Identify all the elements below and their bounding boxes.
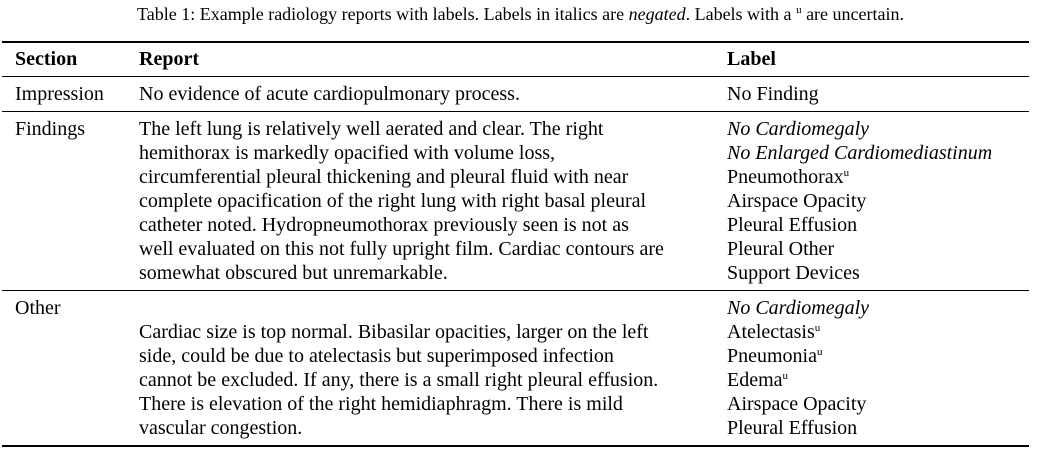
row-impression-report: No evidence of acute cardiopulmonary pro… <box>139 82 520 106</box>
uncertain-marker: u <box>843 167 850 179</box>
header-report: Report <box>139 48 199 70</box>
label-item: Support Devices <box>727 261 992 285</box>
header-section: Section <box>15 48 78 70</box>
row-rule-1 <box>2 111 1029 112</box>
label-text: Pleural Effusion <box>727 214 858 236</box>
label-text: Support Devices <box>727 262 860 284</box>
label-item: No Enlarged Cardiomediastinum <box>727 141 992 165</box>
report-line: Cardiac size is top normal. Bibasilar op… <box>139 321 649 343</box>
caption-middle: . Labels with a <box>685 4 797 24</box>
label-item: Pleural Other <box>727 237 992 261</box>
caption-suffix: are uncertain. <box>801 4 904 24</box>
report-line: No evidence of acute cardiopulmonary pro… <box>139 83 520 105</box>
label-item: Airspace Opacity <box>727 189 992 213</box>
caption-uncertain-marker: u <box>796 4 802 16</box>
label-text: Pneumonia <box>727 345 817 367</box>
report-line: There is elevation of the right hemidiap… <box>139 393 623 415</box>
row-findings-section: Findings <box>15 118 86 140</box>
uncertain-marker: u <box>817 346 823 358</box>
label-item: Pleural Effusion <box>727 213 992 237</box>
row-other-labels: No Cardiomegaly Atelectasisu Pneumoniau Ede… <box>727 296 869 440</box>
uncertain-marker: u <box>814 322 821 334</box>
label-item: No Cardiomegaly <box>727 117 992 141</box>
label-text: No Cardiomegaly <box>727 297 870 319</box>
row-other-report: Cardiac size is top normal. Bibasilar op… <box>139 320 658 440</box>
report-line: complete opacification of the right lung… <box>139 190 647 212</box>
report-line: circumferential pleural thickening and p… <box>139 166 629 188</box>
label-item: Edemau <box>727 368 869 392</box>
label-item: Atelectasisu <box>727 320 869 344</box>
label-item: Pneumothoraxu <box>727 165 992 189</box>
label-text: Airspace Opacity <box>727 393 867 415</box>
top-rule <box>2 41 1029 43</box>
report-line: The left lung is relatively well aerated… <box>139 118 604 140</box>
label-text: Pleural Effusion <box>727 417 858 439</box>
label-item: No Finding <box>727 82 819 106</box>
label-text: No Finding <box>727 83 819 105</box>
label-text: Pleural Other <box>727 238 835 260</box>
report-line: catheter noted. Hydropneumothorax previo… <box>139 214 629 236</box>
label-text: Pneumothorax <box>727 166 844 188</box>
label-item: Airspace Opacity <box>727 392 869 416</box>
label-text: No Enlarged Cardiomediastinum <box>727 142 993 164</box>
row-rule-2 <box>2 290 1029 291</box>
bottom-rule <box>2 445 1029 447</box>
report-line: hemithorax is markedly opacified with vo… <box>139 142 556 164</box>
uncertain-marker: u <box>782 370 789 382</box>
caption-negated-word: negated <box>628 4 686 24</box>
report-line: side, could be due to atelectasis but su… <box>139 345 614 367</box>
report-line: cannot be excluded. If any, there is a s… <box>139 369 659 391</box>
row-findings-labels: No Cardiomegaly No Enlarged Cardiomediast… <box>727 117 992 285</box>
label-text: Edema <box>727 369 783 391</box>
report-line: well evaluated on this not fully upright… <box>139 238 664 260</box>
report-line: somewhat obscured but unremarkable. <box>139 262 448 284</box>
row-findings-report: The left lung is relatively well aerated… <box>139 117 664 285</box>
row-other-section: Other <box>15 297 61 319</box>
header-label: Label <box>727 48 776 70</box>
label-text: No Cardiomegaly <box>727 118 870 140</box>
label-item: Pneumoniau <box>727 344 869 368</box>
label-text: Atelectasis <box>727 321 815 343</box>
label-text: Airspace Opacity <box>727 190 867 212</box>
report-line: vascular congestion. <box>139 417 303 439</box>
label-item: Pleural Effusion <box>727 416 869 440</box>
caption-prefix: Table 1: Example radiology reports with … <box>137 4 629 24</box>
label-item: No Cardiomegaly <box>727 296 869 320</box>
header-rule <box>2 76 1029 77</box>
row-impression-labels: No Finding <box>727 82 819 106</box>
row-impression-section: Impression <box>15 83 104 105</box>
table-caption: Table 1: Example radiology reports with … <box>0 3 1041 25</box>
